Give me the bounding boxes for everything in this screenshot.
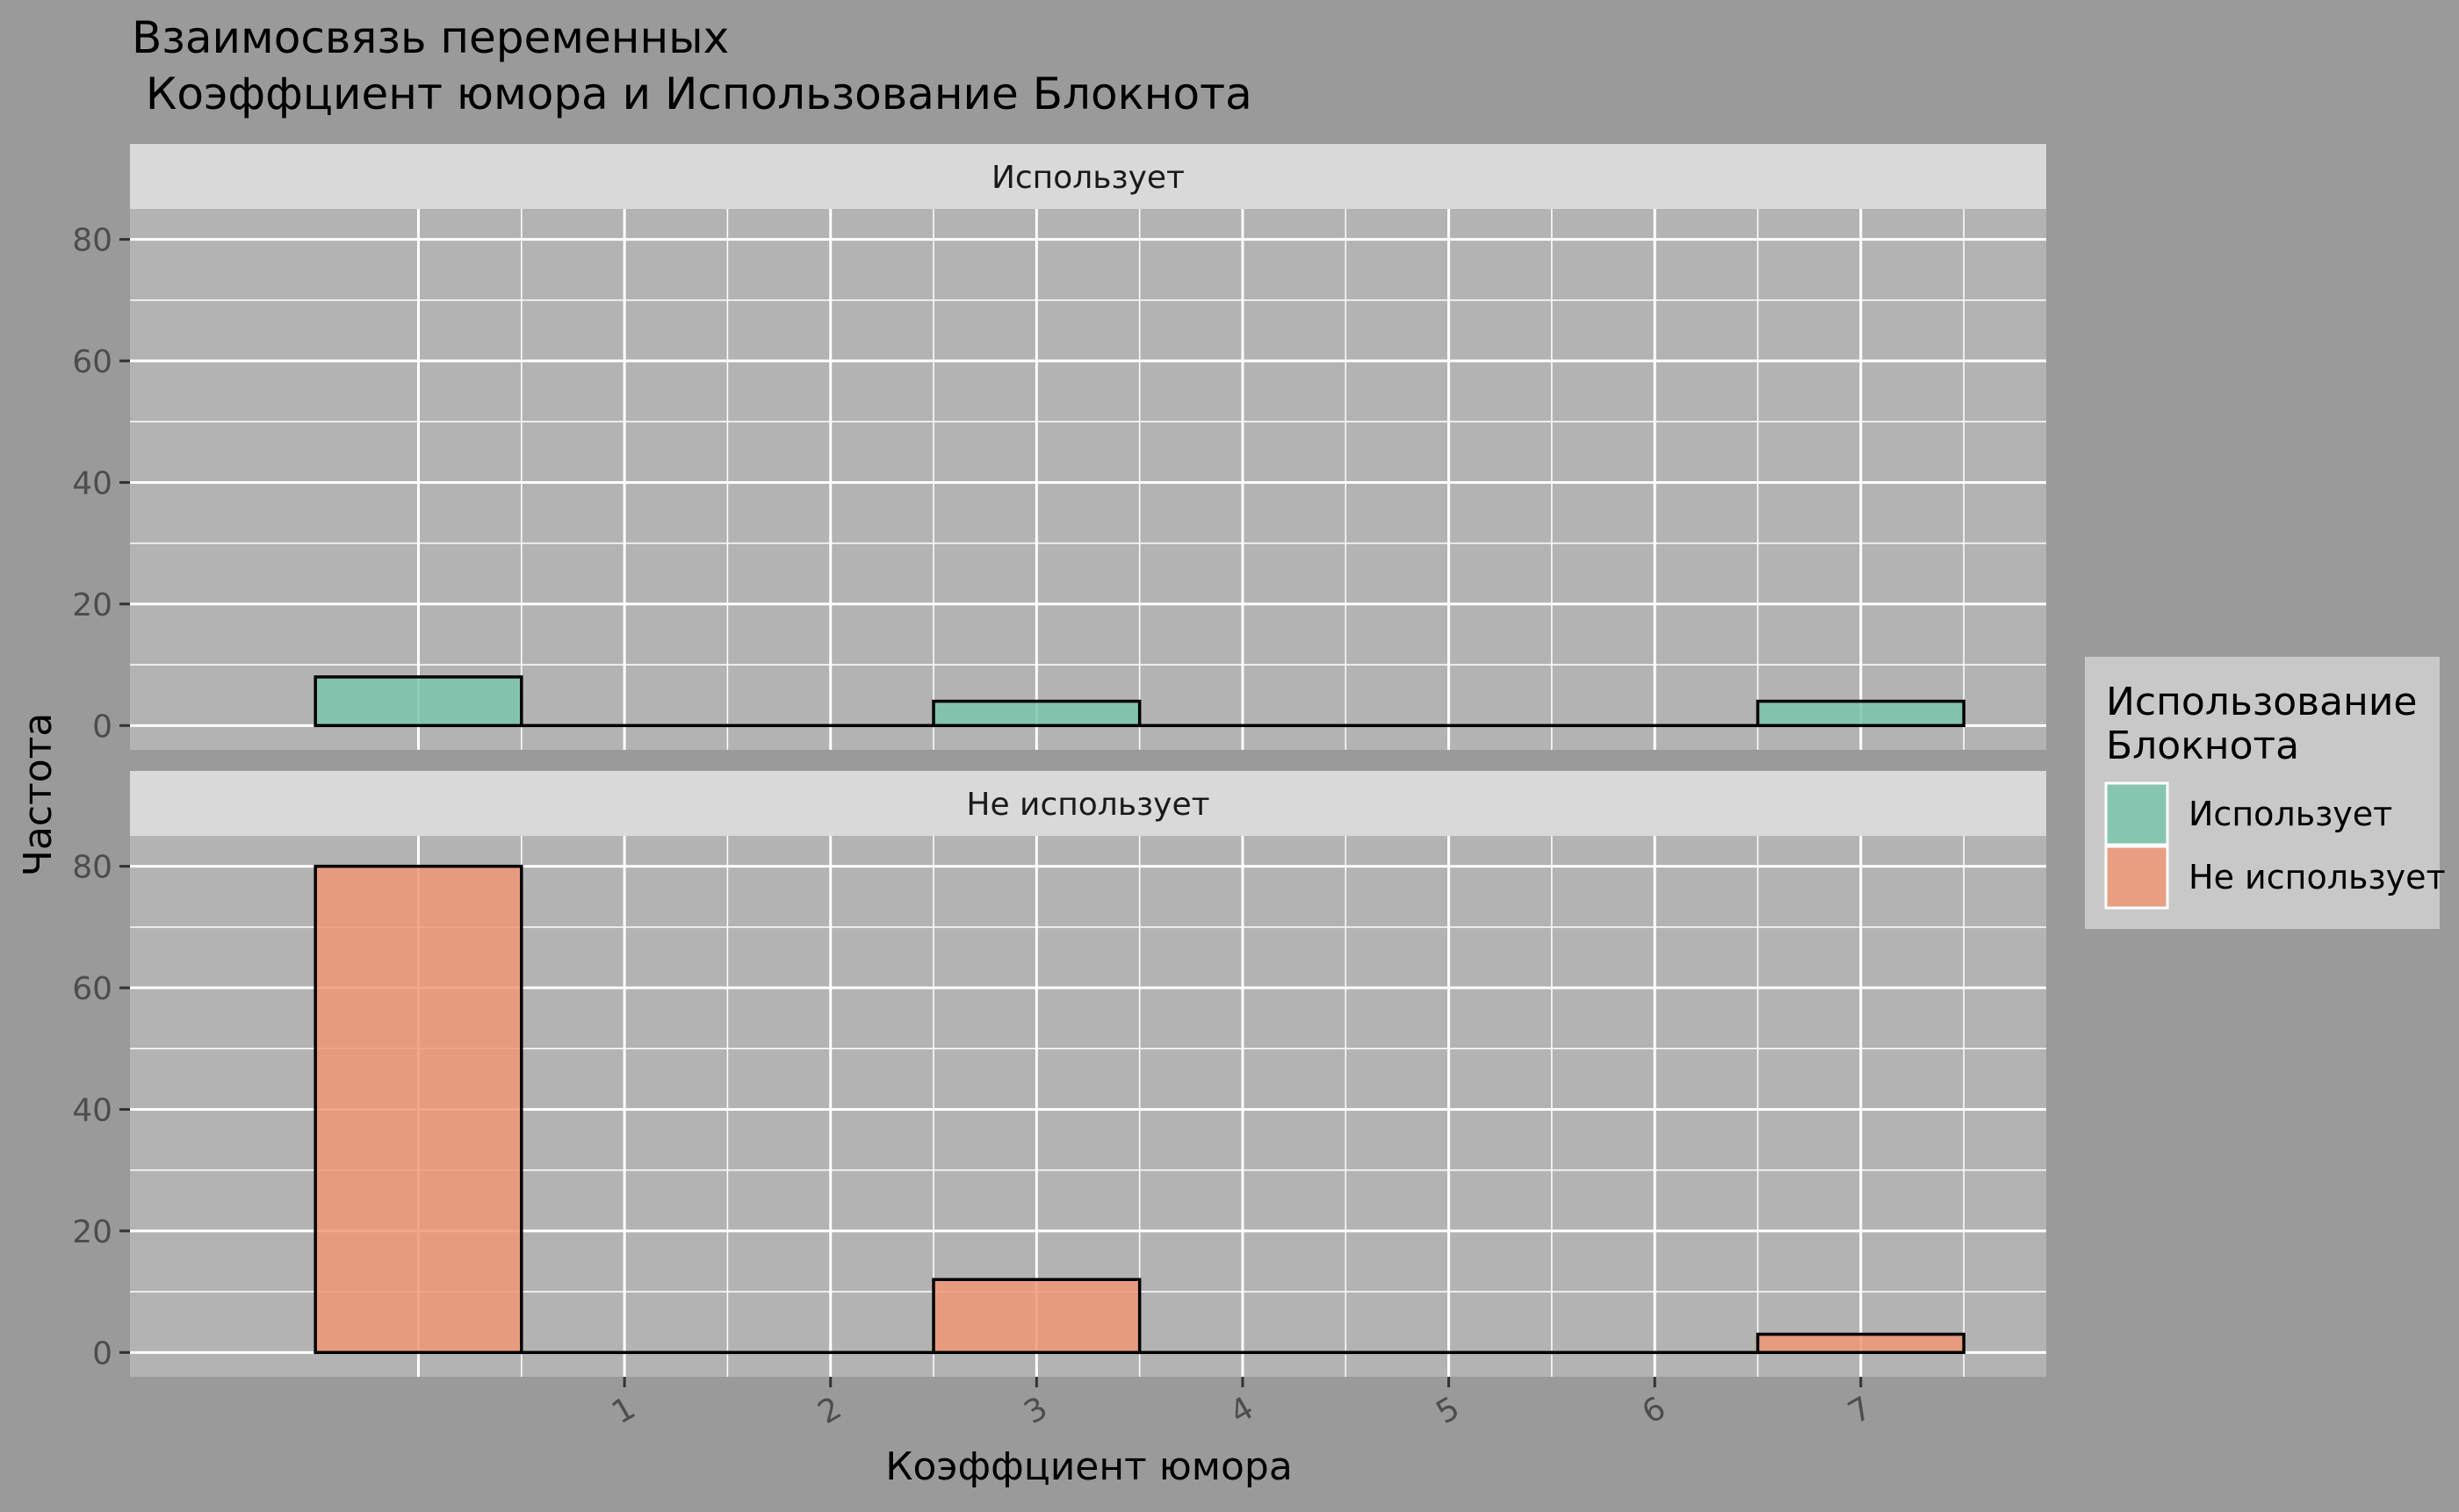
y-tick-label: 60 bbox=[72, 971, 112, 1007]
y-tick-label: 0 bbox=[92, 709, 112, 745]
y-tick-label: 40 bbox=[72, 465, 112, 501]
legend-key-label: Использует bbox=[2189, 795, 2392, 833]
facet-panels: Использует 0 20 40 60 80 Не использует 0 20 40 60 8… bbox=[72, 144, 2046, 1431]
y-tick-label: 80 bbox=[72, 223, 112, 259]
histogram-bar bbox=[1758, 1335, 1965, 1353]
facet-panel-1: Использует 0 20 40 60 80 bbox=[72, 144, 2046, 750]
histogram-bar bbox=[315, 677, 522, 725]
x-axis-label: Коэффциент юмора bbox=[885, 1444, 1293, 1489]
y-tick-label: 60 bbox=[72, 344, 112, 380]
histogram-bar bbox=[315, 867, 522, 1353]
facet-strip-label: Не использует bbox=[966, 787, 1209, 823]
chart-title-line-2: Коэффциент юмора и Использование Блокнот… bbox=[132, 68, 1252, 119]
legend-key-swatch bbox=[2106, 846, 2167, 908]
histogram-bar bbox=[934, 1279, 1140, 1352]
histogram-bar bbox=[1758, 702, 1965, 726]
legend-key-label: Не использует bbox=[2189, 858, 2446, 896]
y-axis-label: Частота bbox=[16, 713, 61, 876]
y-tick-label: 0 bbox=[92, 1336, 112, 1372]
chart-title-line-1: Взаимосвязь переменных bbox=[132, 12, 729, 63]
facet-panel-2: Не использует 0 20 40 60 80 bbox=[72, 771, 2046, 1377]
y-tick-label: 20 bbox=[72, 1214, 112, 1250]
y-tick-label: 20 bbox=[72, 587, 112, 623]
legend-title-line-2: Блокнота bbox=[2106, 724, 2299, 768]
legend-key-swatch bbox=[2106, 783, 2167, 845]
facet-strip-label: Использует bbox=[992, 160, 1185, 196]
histogram-bar bbox=[934, 702, 1140, 726]
y-tick-label: 40 bbox=[72, 1092, 112, 1128]
legend-title-line-1: Использование bbox=[2106, 680, 2418, 724]
y-tick-label: 80 bbox=[72, 850, 112, 886]
